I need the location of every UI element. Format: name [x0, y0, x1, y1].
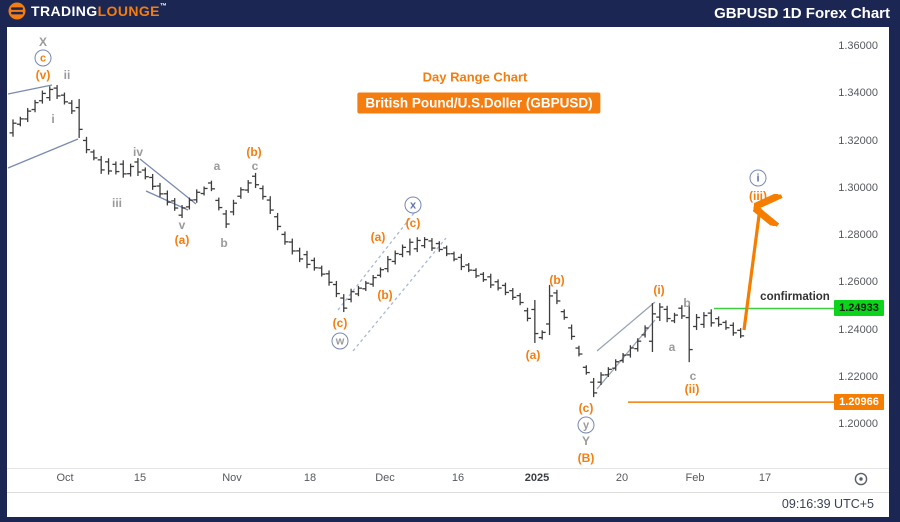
server-clock: 09:16:39 UTC+5 [781, 497, 874, 511]
header-bar: TRADINGLOUNGE™ GBPUSD 1D Forex Chart [0, 0, 900, 27]
wave-label-i[interactable]: i [51, 112, 55, 126]
wave-label-iii[interactable]: (iii) [749, 189, 767, 203]
wedge-trend-line [596, 301, 656, 352]
dashed-trend-line [337, 212, 415, 311]
wave-label-c-circled[interactable]: c [34, 49, 52, 67]
wave-label-b[interactable]: b [220, 236, 228, 250]
time-tick-Dec: Dec [375, 472, 395, 484]
solid-trend-line [139, 158, 197, 205]
price-tick-1.20000: 1.20000 [838, 418, 878, 430]
chart-subtitle: Day Range Chart [422, 69, 528, 85]
price-tick-1.26000: 1.26000 [838, 276, 878, 289]
price-tick-1.32000: 1.32000 [838, 134, 878, 147]
wave-label-c[interactable]: (c) [332, 316, 348, 330]
time-tick-15: 15 [133, 472, 147, 484]
price-level-lines[interactable] [628, 307, 843, 403]
time-axis-separator [7, 468, 889, 469]
confirmation-annotation[interactable]: confirmation [760, 291, 830, 303]
axis-settings-gear-icon[interactable] [853, 471, 869, 487]
price-tick-1.24000: 1.24000 [838, 323, 878, 336]
wave-label-iv[interactable]: iv [132, 145, 144, 159]
tradinglounge-logo: TRADINGLOUNGE™ [8, 2, 167, 20]
wave-label-b[interactable]: (b) [246, 145, 262, 159]
logo-trademark: ™ [159, 3, 168, 10]
wave-label-c[interactable]: (c) [405, 216, 421, 230]
wave-label-b[interactable]: (b) [549, 273, 565, 287]
status-footer [7, 492, 889, 517]
wave-label-iii[interactable]: iii [111, 196, 123, 210]
up-arrow [742, 208, 760, 331]
price-tick-1.36000: 1.36000 [838, 40, 878, 52]
wave-label-a[interactable]: (a) [370, 230, 386, 244]
wave-label-b[interactable]: b [683, 296, 691, 310]
wave-label-w-circled[interactable]: w [331, 332, 349, 350]
wave-label-Y[interactable]: Y [581, 434, 591, 448]
logo-text-trading: TRADING [31, 3, 98, 19]
forecast-arrow[interactable] [742, 208, 760, 331]
price-tick-1.28000: 1.28000 [838, 229, 878, 241]
wave-label-a[interactable]: (a) [174, 233, 190, 247]
wave-label-i[interactable]: (i) [653, 283, 665, 297]
tradinglounge-logo-icon [8, 2, 26, 20]
time-tick-Nov: Nov [222, 472, 242, 484]
logo-text-lounge: LOUNGE [97, 3, 160, 19]
wave-label-a[interactable]: a [668, 340, 676, 354]
dashed-trend-line [352, 237, 447, 352]
wave-label-y-circled[interactable]: y [577, 416, 595, 434]
wave-label-ii[interactable]: ii [63, 68, 71, 82]
time-tick-20: 20 [615, 472, 629, 484]
time-tick-17: 17 [758, 472, 772, 484]
time-tick-Oct: Oct [56, 472, 74, 484]
wave-label-c[interactable]: c [689, 369, 697, 383]
confirmation-price-badge: 1.24933 [834, 300, 884, 317]
price-tick-1.22000: 1.22000 [838, 370, 878, 383]
chart-window-title: GBPUSD 1D Forex Chart [714, 5, 890, 22]
solid-trend-line [7, 138, 79, 169]
logo-text: TRADINGLOUNGE™ [31, 3, 167, 19]
wave-label-c[interactable]: c [251, 159, 259, 173]
time-tick-2025: 2025 [524, 472, 550, 484]
wave-label-v[interactable]: v [178, 218, 186, 232]
wave-label-ii[interactable]: (ii) [684, 382, 700, 396]
time-tick-18: 18 [303, 472, 317, 484]
wave-label-v[interactable]: (v) [35, 68, 51, 82]
price-tick-1.30000: 1.30000 [838, 181, 878, 194]
wave-label-c[interactable]: (c) [578, 401, 594, 415]
price-tick-1.34000: 1.34000 [838, 87, 878, 100]
time-tick-Feb: Feb [685, 472, 705, 484]
wave-label-B[interactable]: (B) [577, 451, 595, 465]
wave-label-b[interactable]: (b) [377, 288, 393, 302]
wave-label-a[interactable]: (a) [525, 348, 541, 362]
instrument-title-pill: British Pound/U.S.Doller (GBPUSD) [357, 92, 601, 114]
wave-label-X[interactable]: X [38, 35, 48, 49]
ohlc-bars [9, 85, 745, 398]
wave-label-a[interactable]: a [213, 159, 221, 173]
solid-trend-line [7, 84, 53, 95]
time-tick-16: 16 [451, 472, 465, 484]
wave-label-i-circled[interactable]: i [749, 169, 767, 187]
wave-label-x-circled[interactable]: x [404, 196, 422, 214]
invalidation-price-badge: 1.20966 [834, 394, 884, 411]
